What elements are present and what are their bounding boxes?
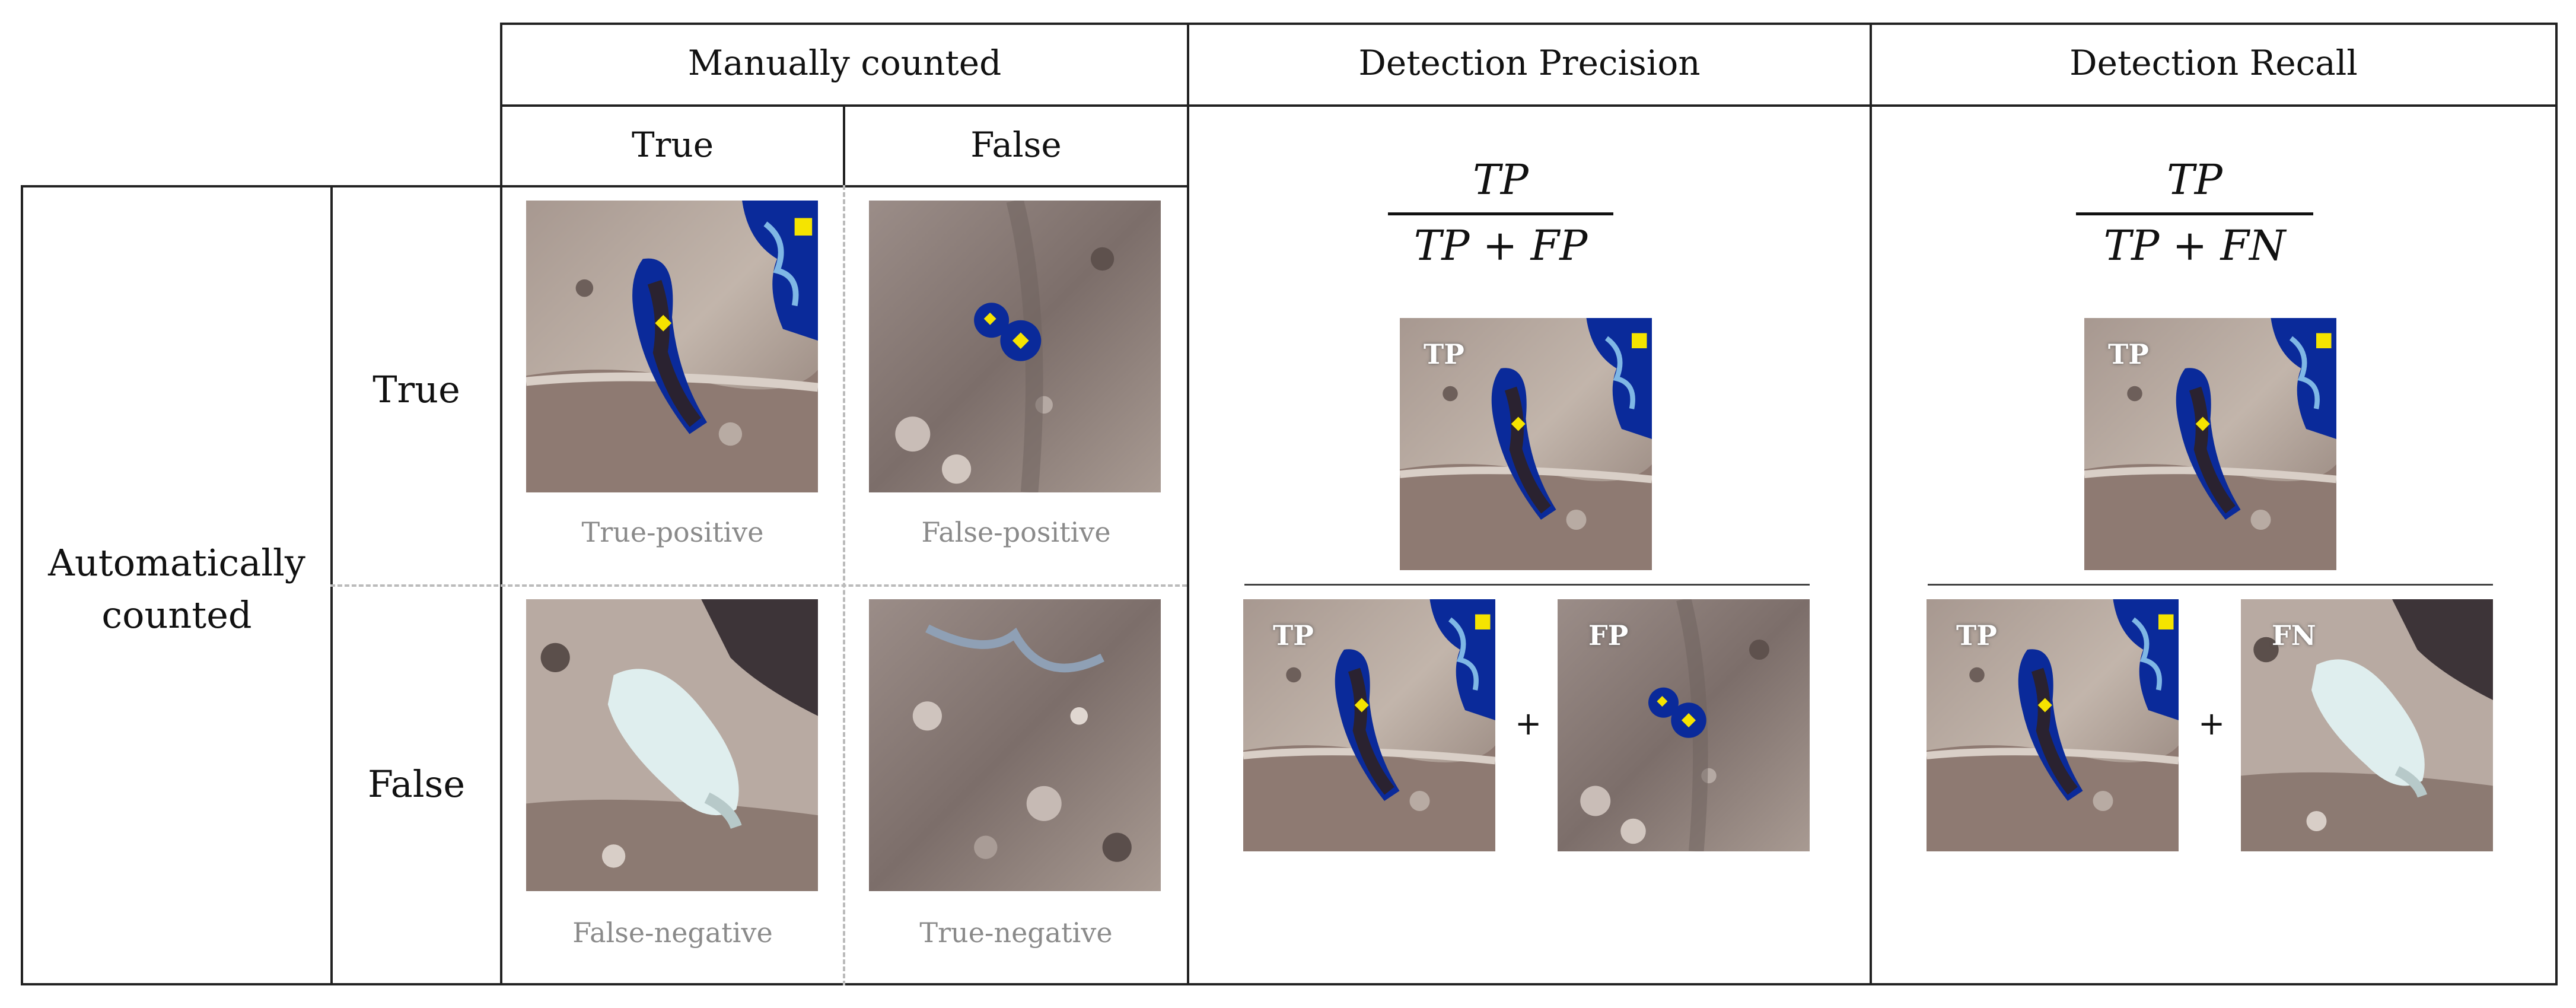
precision-denominator-fp-image: FP: [1558, 599, 1810, 851]
precision-denominator-fp-tag: FP: [1588, 619, 1629, 651]
header-detection-recall: Detection Recall: [2069, 43, 2358, 83]
recall-denominator: TP + FN: [2103, 221, 2286, 270]
header-manually-counted: Manually counted: [687, 43, 1002, 83]
caption-false-negative: False-negative: [572, 917, 773, 949]
header-detection-precision: Detection Precision: [1358, 43, 1701, 83]
recall-denominator-fn-tag: FN: [2272, 619, 2316, 651]
recall-fraction-bar: [2076, 212, 2313, 215]
precision-tp-tag: TP: [1424, 338, 1464, 370]
false-negative-image: [526, 599, 818, 891]
table-top-border: [500, 23, 2558, 25]
row-automatically-counted: Automatically counted: [48, 541, 305, 637]
left-border: [21, 185, 23, 985]
row-false: False: [367, 762, 466, 806]
recall-denominator-tp-image: TP: [1927, 599, 2179, 851]
true-positive-image: [526, 201, 818, 492]
header-col-true: True: [631, 125, 714, 165]
precision-tp-image: TP: [1400, 318, 1652, 570]
precision-fraction-bar: [1388, 212, 1613, 215]
recall-denominator-fn-image: FN: [2241, 599, 2493, 851]
recall-tp-tag: TP: [2108, 338, 2149, 370]
row-dashed-divider: [330, 584, 1187, 587]
header-divider-right: [1187, 104, 2558, 107]
col-divider-1: [500, 23, 502, 985]
recall-plus: +: [2198, 705, 2225, 742]
true-negative-image: [869, 599, 1161, 891]
precision-denominator: TP + FP: [1413, 221, 1588, 270]
recall-formula: TP TP + FN: [2076, 155, 2313, 270]
table-bottom-border: [21, 983, 2558, 985]
recall-tp-image: TP: [2084, 318, 2336, 570]
right-border: [2555, 23, 2558, 985]
recall-denominator-tp-tag: TP: [1956, 619, 1997, 651]
caption-true-positive: True-positive: [581, 516, 764, 548]
subheader-divider: [21, 185, 1187, 187]
precision-denominator-tp-image: TP: [1243, 599, 1495, 851]
precision-denominator-tp-tag: TP: [1273, 619, 1314, 651]
recall-fraction-line: [1928, 584, 2493, 586]
precision-numerator: TP: [1473, 155, 1529, 204]
recall-numerator: TP: [2167, 155, 2222, 204]
col-divider-2: [1187, 23, 1189, 985]
header-col-false: False: [970, 125, 1062, 165]
caption-true-negative: True-negative: [919, 917, 1113, 949]
caption-false-positive: False-positive: [921, 516, 1111, 548]
subheader-col-divider: [843, 104, 845, 185]
precision-formula: TP TP + FP: [1388, 155, 1613, 270]
row-true: True: [372, 368, 460, 411]
col-divider-3: [1870, 23, 1872, 985]
col-dashed-divider: [843, 185, 845, 985]
precision-plus: +: [1515, 705, 1542, 742]
precision-fraction-line: [1244, 584, 1810, 586]
false-positive-image: [869, 201, 1161, 492]
